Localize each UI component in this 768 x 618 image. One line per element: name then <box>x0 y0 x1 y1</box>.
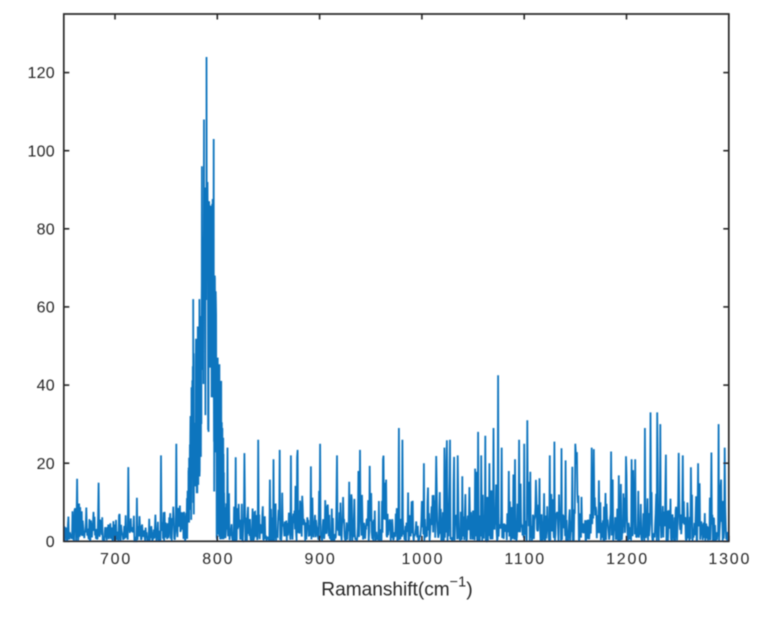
svg-text:80: 80 <box>37 221 55 238</box>
svg-text:120: 120 <box>28 65 55 82</box>
svg-text:40: 40 <box>37 378 55 395</box>
svg-text:900: 900 <box>305 551 337 568</box>
svg-text:800: 800 <box>202 551 234 568</box>
svg-text:700: 700 <box>100 551 132 568</box>
svg-text:0: 0 <box>46 534 55 551</box>
svg-text:1300: 1300 <box>708 551 751 568</box>
svg-text:20: 20 <box>37 456 55 473</box>
svg-text:100: 100 <box>28 143 55 160</box>
svg-text:1000: 1000 <box>402 551 445 568</box>
svg-text:Ramanshift(cm−1): Ramanshift(cm−1) <box>321 575 472 601</box>
svg-text:1100: 1100 <box>504 551 546 568</box>
svg-text:1200: 1200 <box>606 551 649 568</box>
svg-text:60: 60 <box>37 300 55 317</box>
